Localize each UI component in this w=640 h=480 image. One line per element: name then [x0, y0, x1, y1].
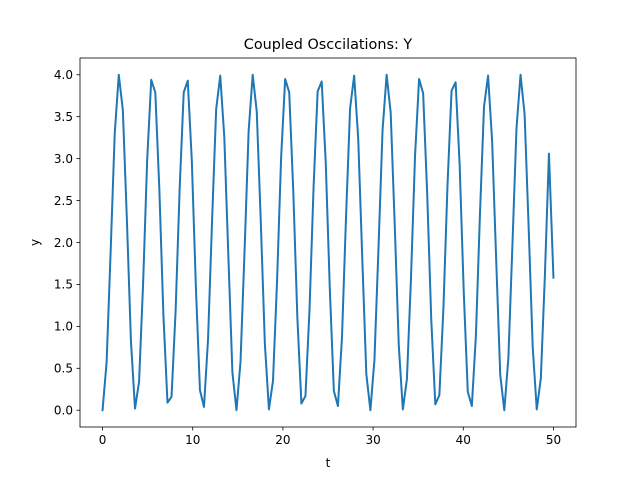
x-tick-label: 0	[99, 433, 107, 447]
x-tick-label: 50	[546, 433, 561, 447]
y-tick-label: 2.0	[54, 236, 73, 250]
x-tick-label: 20	[275, 433, 290, 447]
y-tick-label: 3.5	[54, 110, 73, 124]
y-axis-label: y	[28, 239, 42, 246]
series-line	[101, 73, 555, 412]
y-tick-label: 0.0	[54, 404, 73, 418]
chart-title: Coupled Osccilations: Y	[244, 37, 413, 53]
y-tick-label: 3.0	[54, 152, 73, 166]
y-tick-label: 2.5	[54, 194, 73, 208]
axis-ticks: 0 10 20 30 40 50 0.0 0.5 1.0 1.5 2.0 2.5 3.0 3.5 4.0	[54, 68, 561, 447]
x-tick-label: 30	[365, 433, 380, 447]
y-tick-label: 0.5	[54, 362, 73, 376]
x-tick-label: 40	[456, 433, 471, 447]
y-tick-label: 1.0	[54, 320, 73, 334]
x-axis-label: t	[326, 456, 331, 470]
plot-frame	[79, 57, 577, 428]
plot-lines	[101, 73, 555, 412]
y-tick-label: 1.5	[54, 278, 73, 292]
y-tick-label: 4.0	[54, 68, 73, 82]
x-tick-label: 10	[185, 433, 200, 447]
